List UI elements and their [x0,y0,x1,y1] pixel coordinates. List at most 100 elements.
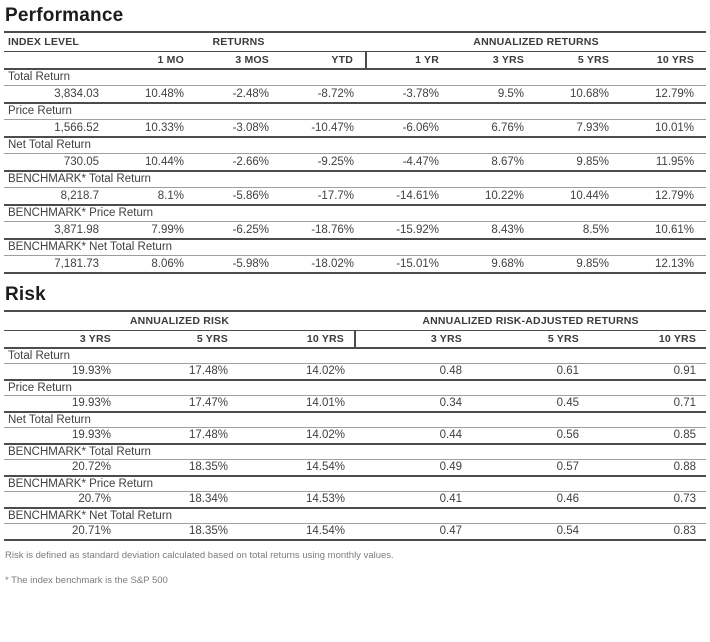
performance-group-header-row: INDEX LEVEL RETURNS ANNUALIZED RETURNS [4,32,707,52]
value-cell: -4.47% [366,153,452,172]
risk-subheader-10yrs: 10 YRS [238,330,356,349]
risk-value-row: 19.93% 17.47% 14.01% 0.34 0.45 0.71 [4,395,707,413]
value-cell: 730.05 [4,153,111,172]
risk-row-label-row: BENCHMARK* Total Return [4,444,707,460]
value-cell: -6.06% [366,119,452,138]
value-cell: 20.7% [4,491,121,509]
risk-group-header-row: ANNUALIZED RISK ANNUALIZED RISK-ADJUSTED… [4,311,707,331]
value-cell: 10.61% [621,221,707,240]
performance-subheader-1yr: 1 YR [365,51,452,70]
performance-row-label-row: Net Total Return [4,137,707,154]
value-cell: 7,181.73 [4,255,111,274]
risk-row-label-row: Total Return [4,348,707,364]
value-cell: 17.47% [121,395,238,413]
value-cell: 10.01% [621,119,707,138]
performance-row-label-row: BENCHMARK* Total Return [4,171,707,188]
performance-row-label-row: BENCHMARK* Price Return [4,205,707,222]
value-cell: 0.49 [355,459,473,477]
value-cell: -5.86% [196,187,281,206]
value-cell: 0.61 [472,363,590,381]
performance-row-label-row: Total Return [4,69,707,86]
value-cell: 7.93% [536,119,622,138]
performance-header-index-level: INDEX LEVEL [4,32,111,52]
value-cell: 14.54% [238,523,356,541]
performance-value-row: 1,566.52 10.33% -3.08% -10.47% -6.06% 6.76% 7.… [4,119,707,138]
row-label: Total Return [4,348,707,364]
value-cell: 0.83 [589,523,707,541]
value-cell: 8,218.7 [4,187,111,206]
value-cell: -15.01% [366,255,452,274]
value-cell: 0.34 [355,395,473,413]
value-cell: 0.48 [355,363,473,381]
performance-subheader-ytd: YTD [281,51,367,70]
row-label: Price Return [4,380,707,396]
value-cell: 14.53% [238,491,356,509]
value-cell: 18.35% [121,523,238,541]
risk-row-label-row: BENCHMARK* Net Total Return [4,508,707,524]
performance-header-group-annualized-returns: ANNUALIZED RETURNS [366,32,707,52]
value-cell: 17.48% [121,427,238,445]
performance-section-title: Performance [5,5,124,26]
performance-subheader-empty [4,51,111,70]
performance-row-label-row: BENCHMARK* Net Total Return [4,239,707,256]
value-cell: -9.25% [281,153,367,172]
value-cell: 0.57 [472,459,590,477]
value-cell: 19.93% [4,395,121,413]
row-label: Net Total Return [4,412,707,428]
value-cell: -3.08% [196,119,281,138]
value-cell: 6.76% [451,119,537,138]
risk-row-label-row: Net Total Return [4,412,707,428]
benchmark-footnote: * The index benchmark is the S&P 500 [5,575,168,586]
value-cell: 0.71 [589,395,707,413]
value-cell: 7.99% [111,221,196,240]
value-cell: 14.54% [238,459,356,477]
risk-subheader-row: 3 YRS 5 YRS 10 YRS 3 YRS 5 YRS 10 YRS [4,330,707,349]
value-cell: 0.56 [472,427,590,445]
performance-value-row: 3,834.03 10.48% -2.48% -8.72% -3.78% 9.5% 10.6… [4,85,707,104]
risk-subheader-5yrs: 5 YRS [121,330,238,349]
value-cell: -18.02% [281,255,367,274]
value-cell: 8.5% [536,221,622,240]
value-cell: -18.76% [281,221,367,240]
risk-header-group-annualized-risk: ANNUALIZED RISK [4,311,356,331]
value-cell: 8.1% [111,187,196,206]
value-cell: 0.85 [589,427,707,445]
value-cell: 19.93% [4,427,121,445]
risk-value-row: 19.93% 17.48% 14.02% 0.44 0.56 0.85 [4,427,707,445]
risk-subheader-adj-3yrs: 3 YRS [354,330,473,349]
value-cell: 0.47 [355,523,473,541]
value-cell: -2.48% [196,85,281,104]
value-cell: 9.85% [536,153,622,172]
value-cell: 9.68% [451,255,537,274]
performance-header-group-returns: RETURNS [111,32,367,52]
value-cell: 11.95% [621,153,707,172]
value-cell: 20.71% [4,523,121,541]
risk-row-label-row: BENCHMARK* Price Return [4,476,707,492]
row-label: BENCHMARK* Net Total Return [4,508,707,524]
risk-header-group-risk-adjusted: ANNUALIZED RISK-ADJUSTED RETURNS [355,311,707,331]
performance-subheader-5yrs: 5 YRS [536,51,622,70]
value-cell: 0.54 [472,523,590,541]
performance-subheader-3mos: 3 MOS [196,51,281,70]
performance-value-row: 8,218.7 8.1% -5.86% -17.7% -14.61% 10.22% 10.4… [4,187,707,206]
value-cell: 12.13% [621,255,707,274]
performance-subheader-row: 1 MO 3 MOS YTD 1 YR 3 YRS 5 YRS 10 YRS [4,51,707,70]
value-cell: 18.35% [121,459,238,477]
value-cell: 18.34% [121,491,238,509]
value-cell: -2.66% [196,153,281,172]
performance-value-row: 3,871.98 7.99% -6.25% -18.76% -15.92% 8.43% 8.… [4,221,707,240]
risk-definition-footnote: Risk is defined as standard deviation ca… [5,550,394,561]
value-cell: 10.22% [451,187,537,206]
value-cell: 10.44% [536,187,622,206]
value-cell: 0.73 [589,491,707,509]
row-label: Net Total Return [4,137,707,154]
value-cell: 8.43% [451,221,537,240]
performance-table: INDEX LEVEL RETURNS ANNUALIZED RETURNS 1… [4,31,707,274]
risk-row-label-row: Price Return [4,380,707,396]
value-cell: -14.61% [366,187,452,206]
value-cell: 9.5% [451,85,537,104]
value-cell: 14.01% [238,395,356,413]
value-cell: -15.92% [366,221,452,240]
value-cell: 0.91 [589,363,707,381]
performance-subheader-3yrs: 3 YRS [451,51,537,70]
